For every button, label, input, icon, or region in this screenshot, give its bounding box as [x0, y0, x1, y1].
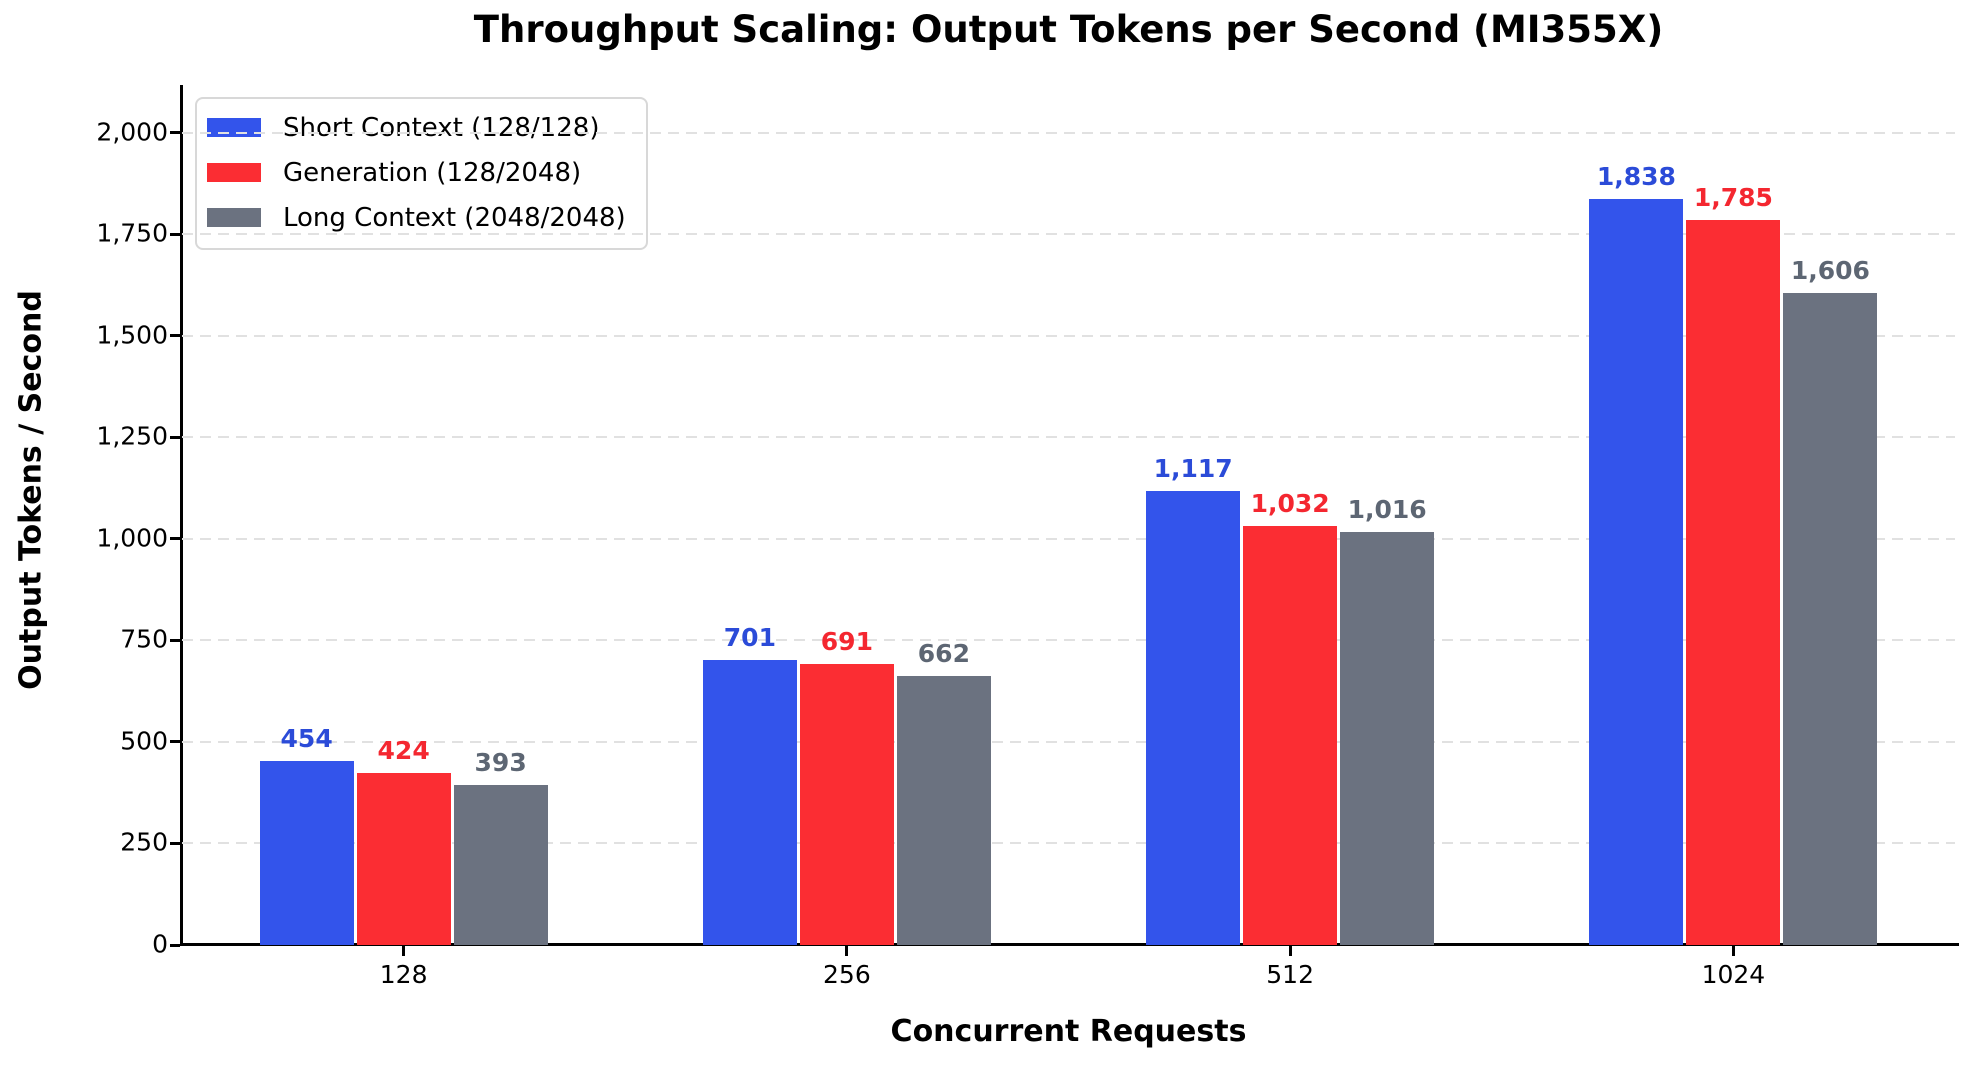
y-axis-spine — [180, 85, 183, 946]
gridline — [182, 537, 1955, 540]
legend-item: Short Context (128/128) — [207, 105, 626, 150]
x-tick-label: 256 — [823, 960, 871, 989]
plot-area: Short Context (128/128) Generation (128/2… — [182, 85, 1955, 945]
x-tick-label: 128 — [379, 960, 428, 989]
bar-short-context-128-128 — [259, 760, 354, 945]
y-tick-label: 1,000 — [96, 523, 168, 553]
y-tick-mark — [170, 740, 180, 744]
y-tick-label: 0 — [152, 929, 168, 959]
bar-value-label: 1,032 — [1250, 488, 1330, 518]
y-tick-mark — [170, 638, 180, 642]
bar-generation-128-2048 — [1686, 220, 1781, 945]
x-axis-title: Concurrent Requests — [890, 1014, 1247, 1049]
y-tick-mark — [170, 435, 180, 439]
bar-short-context-128-128 — [1146, 491, 1241, 945]
bar-value-label: 454 — [280, 723, 333, 753]
y-tick-mark — [170, 943, 180, 947]
bar-value-label: 1,785 — [1693, 183, 1773, 213]
legend-item: Generation (128/2048) — [207, 150, 626, 195]
gridline — [182, 334, 1955, 337]
y-tick-mark — [170, 131, 180, 135]
bar-generation-128-2048 — [356, 772, 451, 945]
bar-value-label: 662 — [917, 639, 970, 669]
bar-short-context-128-128 — [1589, 198, 1684, 945]
legend-swatch — [207, 118, 261, 137]
bar-value-label: 393 — [474, 748, 527, 778]
x-axis-spine — [180, 943, 1959, 946]
bar-value-label: 1,606 — [1790, 255, 1870, 285]
bar-long-context-2048-2048 — [453, 785, 548, 945]
y-tick-label: 750 — [120, 624, 168, 654]
legend-label: Generation (128/2048) — [283, 157, 582, 188]
y-tick-label: 1,750 — [96, 218, 168, 248]
x-tick-mark — [402, 946, 406, 956]
gridline — [182, 639, 1955, 642]
bar-value-label: 701 — [723, 623, 776, 653]
x-tick-mark — [1731, 946, 1735, 956]
y-tick-mark — [170, 232, 180, 236]
gridline — [182, 740, 1955, 743]
gridline — [182, 131, 1955, 134]
bar-long-context-2048-2048 — [896, 676, 991, 945]
y-tick-label: 1,500 — [96, 320, 168, 350]
legend-label: Short Context (128/128) — [283, 112, 600, 143]
bar-long-context-2048-2048 — [1340, 532, 1435, 945]
gridline — [182, 233, 1955, 236]
y-tick-mark — [170, 537, 180, 541]
y-tick-label: 250 — [120, 827, 168, 857]
bar-generation-128-2048 — [799, 664, 894, 945]
bar-value-label: 1,117 — [1153, 454, 1233, 484]
y-tick-label: 2,000 — [96, 117, 168, 147]
y-tick-label: 1,250 — [96, 421, 168, 451]
legend-swatch — [207, 163, 261, 182]
x-tick-mark — [1288, 946, 1292, 956]
y-tick-label: 500 — [120, 726, 168, 756]
bar-short-context-128-128 — [702, 660, 797, 945]
bar-generation-128-2048 — [1243, 525, 1338, 945]
bar-value-label: 691 — [820, 627, 873, 657]
gridline — [182, 436, 1955, 439]
y-tick-mark — [170, 334, 180, 338]
gridline — [182, 842, 1955, 845]
bar-value-label: 1,016 — [1347, 495, 1427, 525]
legend-label: Long Context (2048/2048) — [283, 202, 626, 233]
bar-value-label: 1,838 — [1596, 161, 1676, 191]
bar-long-context-2048-2048 — [1783, 292, 1878, 945]
legend: Short Context (128/128) Generation (128/2… — [195, 97, 648, 250]
y-tick-mark — [170, 841, 180, 845]
chart-title: Throughput Scaling: Output Tokens per Se… — [473, 8, 1664, 51]
legend-swatch — [207, 208, 261, 227]
legend-item: Long Context (2048/2048) — [207, 195, 626, 240]
x-tick-label: 1024 — [1701, 960, 1766, 989]
x-tick-label: 512 — [1266, 960, 1314, 989]
x-tick-mark — [845, 946, 849, 956]
bar-value-label: 424 — [377, 735, 430, 765]
